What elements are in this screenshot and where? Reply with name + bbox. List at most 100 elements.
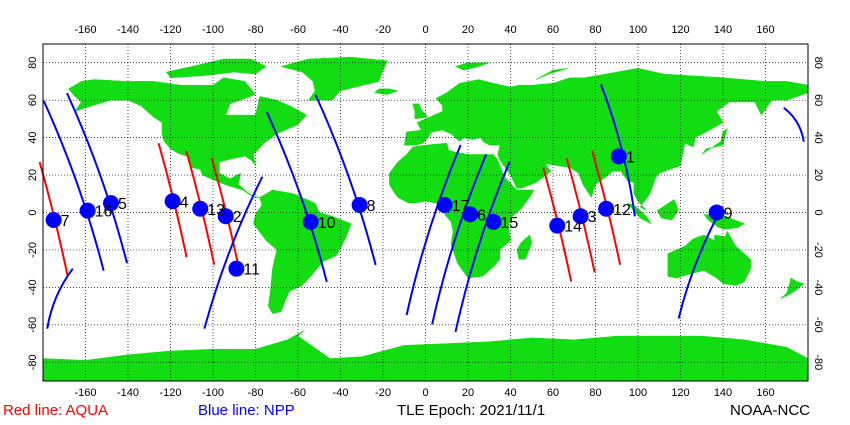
pass-marker xyxy=(598,200,615,217)
lon-tick-label-bottom: -60 xyxy=(290,387,306,399)
novaya-zemlya xyxy=(535,68,568,80)
pass-marker xyxy=(45,211,62,228)
lon-tick-label-bottom: -160 xyxy=(74,387,96,399)
lon-tick-label-bottom: 100 xyxy=(629,387,647,399)
pass-label: 12 xyxy=(613,202,631,219)
lat-tick-label-right: -60 xyxy=(812,317,824,333)
lon-tick-label-top: 60 xyxy=(547,24,559,36)
npp-track xyxy=(314,94,377,266)
pass-marker xyxy=(436,197,453,214)
npp-track xyxy=(265,111,328,283)
npp-legend: Blue line: NPP xyxy=(198,402,295,419)
npp-track xyxy=(203,176,264,329)
npp-track xyxy=(431,153,488,325)
pass-marker xyxy=(462,206,479,223)
lon-tick-label-top: -60 xyxy=(290,24,306,36)
pass-label: 2 xyxy=(233,209,242,226)
lat-tick-label-left: 60 xyxy=(27,94,39,106)
antarctica xyxy=(42,330,809,382)
pass-marker xyxy=(79,202,96,219)
pass-label: 17 xyxy=(452,198,470,215)
lat-tick-label-left: 20 xyxy=(27,169,39,181)
npp-track xyxy=(454,161,511,333)
pass-marker xyxy=(549,217,566,234)
scandinavia-north xyxy=(454,62,490,71)
lat-tick-label-left: -20 xyxy=(27,242,39,258)
pass-marker xyxy=(164,193,181,210)
pass-marker xyxy=(485,213,502,230)
lon-tick-label-top: -80 xyxy=(248,24,264,36)
pass-label: 10 xyxy=(318,215,336,232)
arabia-patch xyxy=(499,156,552,189)
pass-marker xyxy=(228,260,245,277)
pass-label: 7 xyxy=(61,213,70,230)
new-zealand xyxy=(780,277,805,299)
pass-label: 5 xyxy=(118,196,127,213)
iceland xyxy=(373,88,399,95)
lat-tick-label-right: 40 xyxy=(812,131,824,143)
lat-tick-label-right: 20 xyxy=(812,169,824,181)
npp-track xyxy=(783,106,805,142)
lat-tick-label-right: 60 xyxy=(812,94,824,106)
eurasia xyxy=(404,68,809,211)
lon-tick-label-top: 20 xyxy=(462,24,474,36)
lon-tick-label-bottom: -140 xyxy=(117,387,139,399)
pass-marker xyxy=(572,208,589,225)
lat-tick-label-right: 0 xyxy=(812,209,824,215)
lon-tick-label-bottom: -80 xyxy=(248,387,264,399)
lon-tick-label-top: -160 xyxy=(74,24,96,36)
lon-tick-label-top: 80 xyxy=(589,24,601,36)
pass-marker xyxy=(351,197,368,214)
axis-tick-labels: -160 -160 -140 -140 -120 -120 -100 -100 -80 -80 -6… xyxy=(27,24,824,399)
lon-tick-label-top: -140 xyxy=(117,24,139,36)
lon-tick-label-bottom: 120 xyxy=(671,387,689,399)
pass-label: 13 xyxy=(207,202,225,219)
borneo xyxy=(656,199,679,221)
lon-tick-label-top: 160 xyxy=(756,24,774,36)
lat-tick-label-right: -20 xyxy=(812,242,824,258)
lon-tick-label-bottom: 60 xyxy=(547,387,559,399)
map-frame xyxy=(42,43,809,382)
britain xyxy=(412,103,429,120)
npp-track xyxy=(66,92,128,264)
npp-track xyxy=(405,144,462,316)
lat-tick-label-left: -60 xyxy=(27,317,39,333)
lon-tick-label-top: 100 xyxy=(629,24,647,36)
pass-marker xyxy=(192,200,209,217)
tle-epoch: TLE Epoch: 2021/11/1 xyxy=(397,402,546,419)
orbit-tracks xyxy=(38,83,805,333)
lon-tick-label-bottom: -100 xyxy=(202,387,224,399)
lon-tick-label-bottom: -120 xyxy=(159,387,181,399)
south-america xyxy=(253,189,352,314)
pass-marker xyxy=(302,213,319,230)
lon-tick-label-top: 40 xyxy=(504,24,516,36)
lon-tick-label-top: -20 xyxy=(375,24,391,36)
pass-marker xyxy=(217,208,234,225)
lat-tick-label-left: -80 xyxy=(27,354,39,370)
lon-tick-label-top: 0 xyxy=(422,24,428,36)
lon-tick-label-bottom: 160 xyxy=(756,387,774,399)
npp-track xyxy=(42,100,105,271)
pass-label: 16 xyxy=(95,204,113,221)
pass-label: 9 xyxy=(724,206,733,223)
pass-label: 4 xyxy=(180,194,189,211)
lat-tick-label-left: 80 xyxy=(27,57,39,69)
pass-marker xyxy=(103,195,119,212)
greenland xyxy=(280,56,388,101)
madagascar xyxy=(516,234,533,260)
pass-label: 6 xyxy=(477,207,486,224)
lon-tick-label-bottom: -20 xyxy=(375,387,391,399)
lon-tick-label-bottom: -40 xyxy=(333,387,349,399)
lon-tick-label-top: 120 xyxy=(671,24,689,36)
pass-marker xyxy=(708,204,725,221)
lon-tick-label-top: 140 xyxy=(714,24,732,36)
lon-tick-label-bottom: 140 xyxy=(714,387,732,399)
lon-tick-label-top: -100 xyxy=(202,24,224,36)
lon-tick-label-top: -120 xyxy=(159,24,181,36)
pass-label: 11 xyxy=(243,262,260,279)
lon-tick-label-bottom: 40 xyxy=(504,387,516,399)
pass-label: 8 xyxy=(367,198,376,215)
lat-tick-label-left: -40 xyxy=(27,279,39,295)
